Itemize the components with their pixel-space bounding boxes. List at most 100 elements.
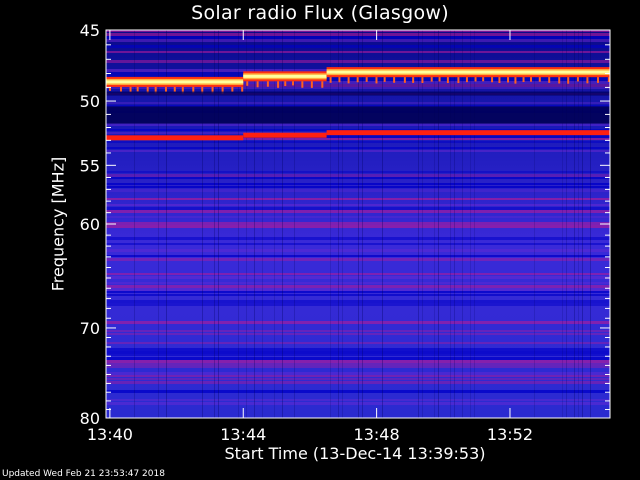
texture-streak — [362, 30, 363, 418]
drip-mark — [498, 77, 501, 84]
drip-mark — [365, 77, 368, 82]
texture-band — [106, 138, 610, 140]
texture-streak — [454, 30, 455, 418]
texture-band — [106, 390, 610, 393]
texture-streak — [262, 30, 263, 418]
x-tick-label: 13:48 — [354, 425, 400, 444]
drip-mark — [507, 77, 510, 83]
drip-mark — [256, 81, 259, 88]
drip-mark — [221, 86, 224, 94]
interference-band — [326, 130, 610, 136]
texture-band — [106, 225, 610, 228]
texture-band — [106, 249, 610, 252]
drip-mark — [438, 77, 441, 82]
texture-streak — [254, 30, 255, 418]
dark-band — [106, 91, 610, 96]
texture-band — [106, 285, 610, 288]
texture-streak — [338, 30, 339, 418]
texture-band — [106, 333, 610, 335]
texture-band — [106, 177, 610, 179]
texture-streak — [274, 30, 275, 418]
texture-band — [106, 102, 610, 104]
texture-streak — [218, 30, 219, 418]
drip-mark — [522, 77, 525, 83]
texture-streak — [582, 30, 583, 418]
drip-mark — [292, 81, 295, 86]
texture-streak — [590, 30, 591, 418]
drip-mark — [383, 77, 386, 82]
texture-band — [106, 300, 610, 303]
interference-band — [106, 80, 244, 84]
drip-mark — [119, 86, 122, 92]
x-axis-label: Start Time (13-Dec-14 13:39:53) — [224, 444, 486, 463]
texture-band — [106, 399, 610, 401]
texture-band — [106, 363, 610, 366]
drip-mark — [596, 77, 599, 83]
texture-streak — [282, 30, 283, 418]
texture-streak — [534, 30, 535, 418]
texture-band — [106, 123, 610, 126]
texture-band — [106, 171, 610, 173]
drip-mark — [530, 77, 533, 82]
drip-mark — [558, 77, 561, 84]
y-tick-label: 80 — [80, 409, 100, 428]
y-axis-label: Frequency [MHz] — [48, 156, 68, 292]
interference-band — [243, 74, 327, 78]
texture-band — [106, 135, 610, 138]
drip-mark — [430, 77, 433, 82]
texture-band — [106, 378, 610, 380]
drip-mark — [321, 81, 324, 88]
drip-mark — [356, 77, 359, 83]
texture-band — [106, 330, 610, 332]
texture-band — [106, 366, 610, 368]
texture-band — [106, 303, 610, 306]
texture-band — [106, 288, 610, 291]
texture-band — [106, 183, 610, 185]
texture-streak — [462, 30, 463, 418]
drip-mark — [301, 81, 304, 88]
texture-streak — [382, 30, 383, 418]
texture-streak — [238, 30, 239, 418]
drip-mark — [482, 77, 485, 82]
texture-band — [106, 141, 610, 143]
texture-band — [106, 198, 610, 200]
texture-band — [106, 189, 610, 192]
texture-band — [106, 357, 610, 360]
texture-band — [106, 147, 610, 149]
drip-mark — [491, 77, 494, 83]
texture-band — [106, 81, 610, 84]
y-tick-label: 50 — [80, 92, 100, 111]
texture-band — [106, 174, 610, 177]
texture-band — [106, 354, 610, 356]
texture-band — [106, 402, 610, 405]
updated-timestamp: Updated Wed Feb 21 23:53:47 2018 — [2, 469, 165, 479]
drip-mark — [421, 77, 424, 84]
drip-mark — [284, 81, 287, 87]
texture-band — [106, 348, 610, 351]
texture-band — [106, 372, 610, 375]
texture-streak — [434, 30, 435, 418]
texture-streak — [330, 30, 331, 418]
drip-mark — [146, 86, 149, 94]
texture-band — [106, 60, 610, 63]
drip-mark — [329, 77, 332, 83]
drip-mark — [514, 77, 517, 84]
texture-streak — [566, 30, 567, 418]
texture-band — [106, 36, 610, 39]
drip-mark — [231, 86, 234, 92]
y-tick-label: 70 — [80, 319, 100, 338]
texture-streak — [214, 30, 215, 418]
drip-mark — [181, 86, 184, 94]
dark-band — [106, 106, 610, 124]
texture-streak — [562, 30, 563, 418]
drip-mark — [446, 77, 449, 84]
drip-mark — [586, 77, 589, 84]
texture-streak — [166, 30, 167, 418]
drip-mark — [109, 86, 111, 91]
texture-band — [106, 258, 610, 261]
texture-band — [106, 375, 610, 377]
texture-streak — [342, 30, 343, 418]
drip-mark — [403, 77, 406, 83]
texture-streak — [158, 30, 159, 418]
x-tick-label: 13:44 — [220, 425, 266, 444]
